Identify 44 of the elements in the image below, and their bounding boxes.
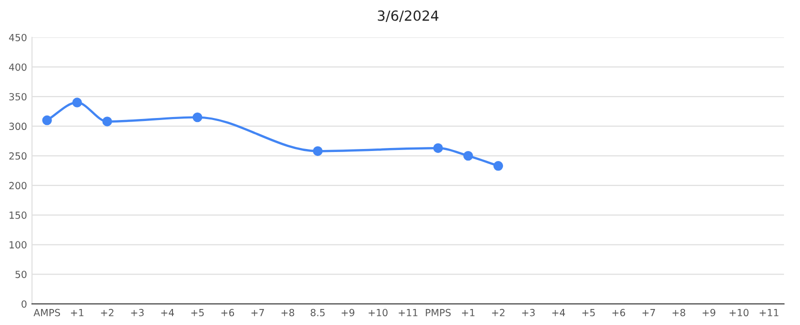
- x-tick-label: +11: [398, 309, 418, 316]
- x-tick-label: +1: [70, 309, 84, 316]
- point: [312, 146, 323, 156]
- x-tick-label: +7: [251, 309, 264, 316]
- point: [192, 112, 202, 122]
- point: [493, 161, 504, 171]
- point: [463, 150, 474, 161]
- y-tick-label: 200: [9, 182, 26, 190]
- x-tick-label: +4: [552, 309, 566, 316]
- y-tick-label: 150: [10, 212, 26, 219]
- x-tick-label: +9: [342, 308, 354, 316]
- y-tick-label: 100: [10, 241, 26, 248]
- x-tick-label: +2: [101, 308, 114, 316]
- x-tick-label: +6: [612, 308, 626, 316]
- y-tick-label: 250: [9, 152, 26, 160]
- x-tick-label: PMPS: [426, 308, 451, 316]
- x-tick-label: +7: [642, 309, 655, 316]
- x-tick-label: +11: [760, 309, 778, 316]
- point: [433, 143, 443, 153]
- y-tick-label: 50: [16, 270, 26, 278]
- point: [72, 98, 82, 108]
- y-tick-label: 450: [9, 34, 26, 42]
- x-tick-label: +8: [672, 308, 686, 316]
- point: [42, 115, 52, 126]
- x-tick-label: AMPS: [34, 308, 60, 316]
- point: [102, 116, 112, 126]
- x-tick-label: +3: [522, 308, 535, 316]
- x-tick-label: +10: [368, 308, 388, 316]
- x-tick-label: +8: [282, 308, 294, 316]
- x-tick-label: +5: [582, 309, 595, 316]
- y-tick-label: 0: [22, 300, 26, 308]
- chart-title: 3/6/2024: [378, 10, 438, 22]
- x-tick-label: +4: [161, 309, 174, 316]
- x-tick-label: +1: [462, 309, 474, 316]
- x-tick-label: +5: [191, 309, 204, 316]
- x-tick-label: +3: [131, 308, 144, 316]
- x-tick-label: 8.5: [310, 308, 325, 316]
- y-tick-label: 400: [9, 63, 26, 71]
- x-tick-label: +10: [730, 308, 748, 316]
- x-tick-label: +2: [492, 308, 504, 316]
- y-tick-label: 350: [9, 93, 26, 100]
- y-tick-label: 300: [9, 122, 26, 130]
- x-tick-label: +9: [702, 308, 716, 316]
- x-tick-label: +6: [221, 308, 234, 316]
